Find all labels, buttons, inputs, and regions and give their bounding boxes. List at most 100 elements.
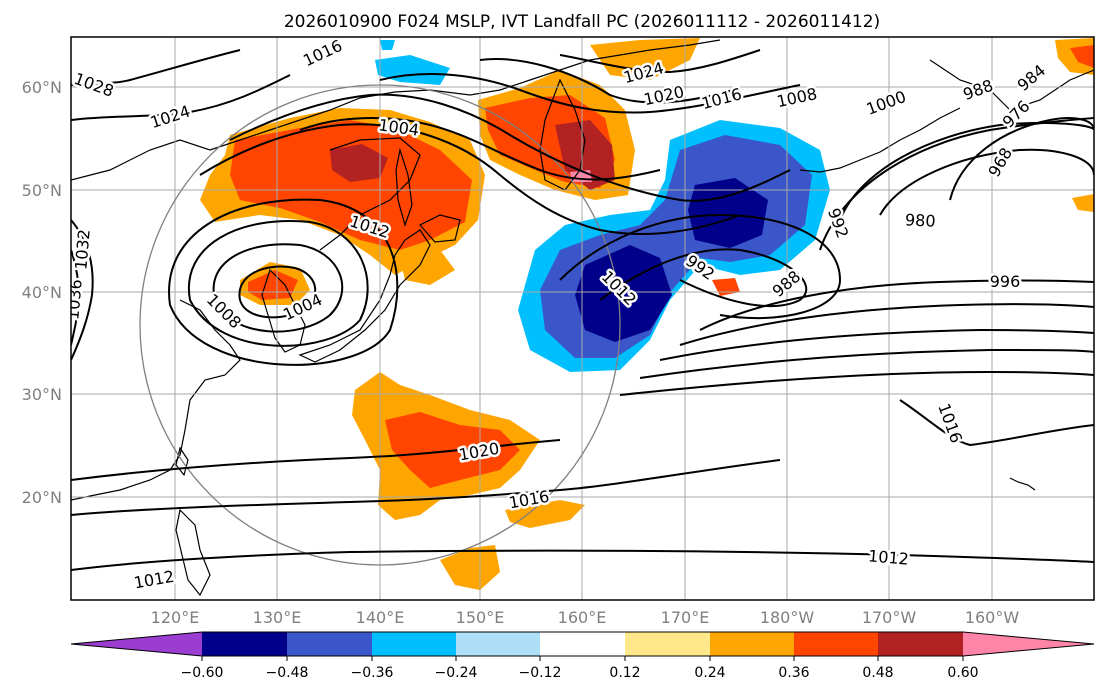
shade-warm-arctic bbox=[590, 38, 700, 80]
isobar-label: 1036 bbox=[63, 278, 85, 320]
lon-tick-labels: 120°E 130°E 140°E 150°E 160°E 170°E 180°… bbox=[151, 608, 1020, 627]
coast-hawaii bbox=[1009, 477, 1036, 491]
colorbar-bin bbox=[540, 632, 625, 656]
lat-tick-labels: 20°N 30°N 40°N 50°N 60°N bbox=[22, 78, 62, 507]
lat-tick: 40°N bbox=[22, 283, 62, 302]
shade-warm-alaska-inner bbox=[1070, 45, 1094, 68]
cb-tick-label: −0.48 bbox=[266, 665, 309, 681]
isobar-label: 996 bbox=[990, 272, 1021, 291]
isobar-1012-north bbox=[199, 123, 741, 235]
coast-philippines bbox=[175, 508, 211, 597]
isobar-1016-mid bbox=[71, 459, 781, 516]
coast-alaska bbox=[929, 59, 1094, 111]
colorbar-bin bbox=[878, 632, 963, 656]
graticule bbox=[71, 37, 1094, 600]
shade-warm-north-inner bbox=[230, 120, 472, 250]
shade-warm-south bbox=[505, 500, 585, 528]
shade-cool-arctic2 bbox=[380, 40, 395, 50]
isobar-1024-north bbox=[559, 49, 761, 74]
shade-warm-small2 bbox=[1072, 194, 1094, 212]
lat-tick: 50°N bbox=[22, 181, 62, 200]
coast-japan bbox=[298, 229, 431, 363]
isobar-1008-east bbox=[639, 348, 1094, 379]
coast-asia bbox=[71, 39, 721, 181]
lon-tick: 170°E bbox=[661, 608, 710, 627]
shade-warm-north-core bbox=[330, 144, 388, 182]
isobar-aleutian-1 bbox=[599, 248, 808, 308]
cb-tick-label: −0.24 bbox=[435, 665, 478, 681]
map-panel: 1016 1028 1024 1004 1020 1024 1016 1008 … bbox=[63, 37, 1094, 600]
isobar-1012-east bbox=[619, 370, 1094, 396]
isobar-low-ring3 bbox=[187, 220, 369, 347]
colorbar-bin bbox=[456, 632, 540, 656]
isobar-1004-east bbox=[659, 328, 1094, 361]
lon-tick: 150°E bbox=[456, 608, 505, 627]
map-border bbox=[70, 36, 1095, 601]
coast-hokkaido bbox=[419, 214, 461, 243]
lon-tick: 170°W bbox=[862, 608, 917, 627]
coast-sakhalin bbox=[395, 147, 413, 227]
isobar-1016-north bbox=[379, 73, 801, 114]
isobar-1020-mid bbox=[71, 439, 561, 481]
isobar-label: 1032 bbox=[71, 228, 93, 270]
isobar-988 bbox=[839, 121, 1094, 221]
lat-tick: 60°N bbox=[22, 78, 62, 97]
cb-tick-label: −0.12 bbox=[519, 665, 562, 681]
colorbar-bin bbox=[287, 632, 372, 656]
isobar-1008-north bbox=[229, 93, 791, 202]
cb-tick-label: 0.48 bbox=[862, 665, 893, 681]
shade-warm-kamchatka-core bbox=[555, 120, 615, 190]
isobar-1012-south bbox=[71, 549, 1094, 571]
isobar-aleutian-2 bbox=[559, 213, 842, 320]
cb-tick-label: −0.60 bbox=[181, 665, 224, 681]
shade-warm-japan bbox=[400, 250, 455, 285]
colorbar-bin bbox=[372, 632, 456, 656]
isobar-1028-west bbox=[71, 49, 241, 86]
colorbar-extend-high bbox=[963, 632, 1094, 656]
isobar-low-ring4 bbox=[168, 198, 399, 366]
isobar-1032-west bbox=[71, 219, 94, 361]
lon-tick: 160°W bbox=[965, 608, 1020, 627]
colorbar-extend-low bbox=[71, 632, 202, 656]
colorbar-bin bbox=[794, 632, 878, 656]
coast-okhotsk bbox=[319, 137, 421, 251]
isobar-1020-north bbox=[479, 58, 741, 104]
lat-tick: 30°N bbox=[22, 385, 62, 404]
chart-title: 2026010900 F024 MSLP, IVT Landfall PC (2… bbox=[284, 12, 880, 32]
coast-aleutians bbox=[799, 107, 961, 173]
isobar-1016-east bbox=[899, 399, 1094, 447]
isobar-1000 bbox=[679, 303, 1094, 346]
isobar-980 bbox=[879, 148, 1094, 216]
colorbar-bin bbox=[625, 632, 710, 656]
lon-tick: 130°E bbox=[253, 608, 302, 627]
radius-ring bbox=[139, 84, 621, 566]
isobars bbox=[71, 49, 1094, 571]
colorbar-bin bbox=[710, 632, 794, 656]
cb-tick-label: −0.36 bbox=[351, 665, 394, 681]
isobar-1036-west bbox=[71, 249, 80, 346]
cb-tick-label: 0.24 bbox=[694, 665, 725, 681]
isobar-992 bbox=[819, 117, 1094, 251]
shade-cool-core1 bbox=[688, 178, 768, 248]
coast-korea bbox=[261, 268, 306, 353]
cb-tick-label: 0.60 bbox=[947, 665, 978, 681]
lat-tick: 20°N bbox=[22, 488, 62, 507]
lon-tick: 180°W bbox=[760, 608, 815, 627]
cb-tick-label: 0.12 bbox=[609, 665, 640, 681]
isobar-label: 980 bbox=[905, 210, 936, 231]
coast-taiwan bbox=[175, 446, 189, 477]
lon-tick: 140°E bbox=[356, 608, 405, 627]
colorbar: −0.60 −0.48 −0.36 −0.24 −0.12 0.12 0.24 … bbox=[70, 631, 1095, 681]
shade-warm-south2 bbox=[440, 545, 500, 590]
colorbar-bin bbox=[202, 632, 287, 656]
isobar-low-ring2 bbox=[212, 243, 344, 333]
isobar-1024-west bbox=[71, 74, 291, 121]
cb-tick-label: 0.36 bbox=[778, 665, 809, 681]
coast-china bbox=[71, 299, 241, 501]
isobar-low-center bbox=[238, 265, 317, 319]
isobar-996 bbox=[699, 279, 1094, 331]
lon-tick: 120°E bbox=[151, 608, 200, 627]
lon-tick: 160°E bbox=[558, 608, 607, 627]
isobar-label: 1012 bbox=[867, 546, 909, 568]
